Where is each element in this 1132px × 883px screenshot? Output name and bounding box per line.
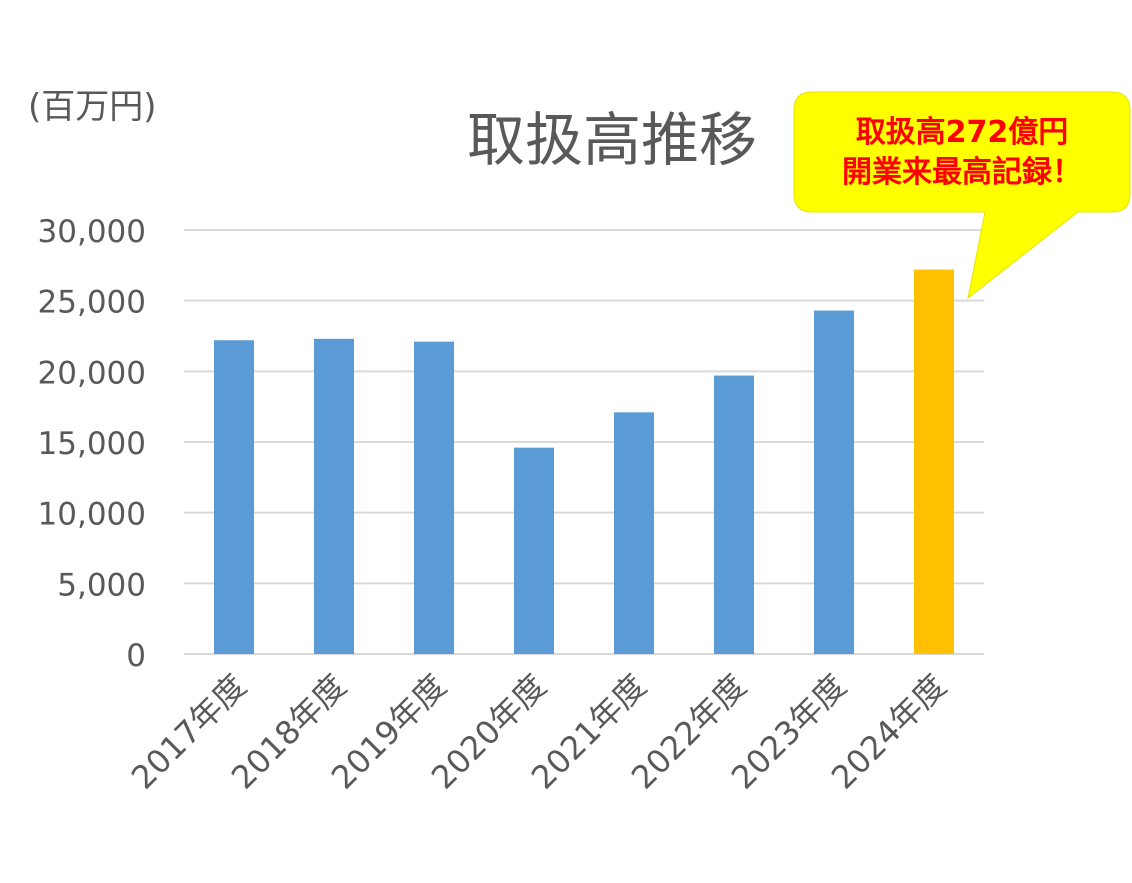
y-axis-ticks: 0 5,000 10,000 15,000 20,000 25,000 30,000 (38, 214, 146, 674)
bar-2017年度 (214, 340, 254, 654)
y-tick-label: 30,000 (38, 214, 146, 250)
y-tick-label: 15,000 (38, 426, 146, 462)
x-axis-labels: 2017年度2018年度2019年度2020年度2021年度2022年度2023… (124, 667, 954, 797)
callout-text-line2: 開業来最高記録！ (842, 155, 1082, 190)
bar-2018年度 (314, 338, 354, 654)
callout-text-line1: 取扱高272億円 (856, 115, 1069, 150)
y-tick-label: 10,000 (38, 497, 146, 533)
y-tick-label: 5,000 (57, 567, 146, 603)
y-axis-unit-label: (百万円) (28, 87, 157, 127)
callout-shape (793, 91, 1131, 300)
bar-2019年度 (414, 341, 454, 654)
chart-title: 取扱高推移 (467, 106, 757, 174)
bar-2024年度 (914, 269, 954, 654)
bar-2021年度 (614, 412, 654, 654)
y-tick-label: 25,000 (38, 285, 146, 321)
y-tick-label: 0 (126, 638, 146, 674)
bar-2022年度 (714, 375, 754, 654)
callout-bubble: 取扱高272億円 開業来最高記録！ (793, 91, 1131, 300)
bar-2023年度 (814, 310, 854, 654)
grid-lines (184, 229, 984, 655)
y-tick-label: 20,000 (38, 355, 146, 391)
bars (214, 269, 954, 654)
bar-2020年度 (514, 447, 554, 654)
